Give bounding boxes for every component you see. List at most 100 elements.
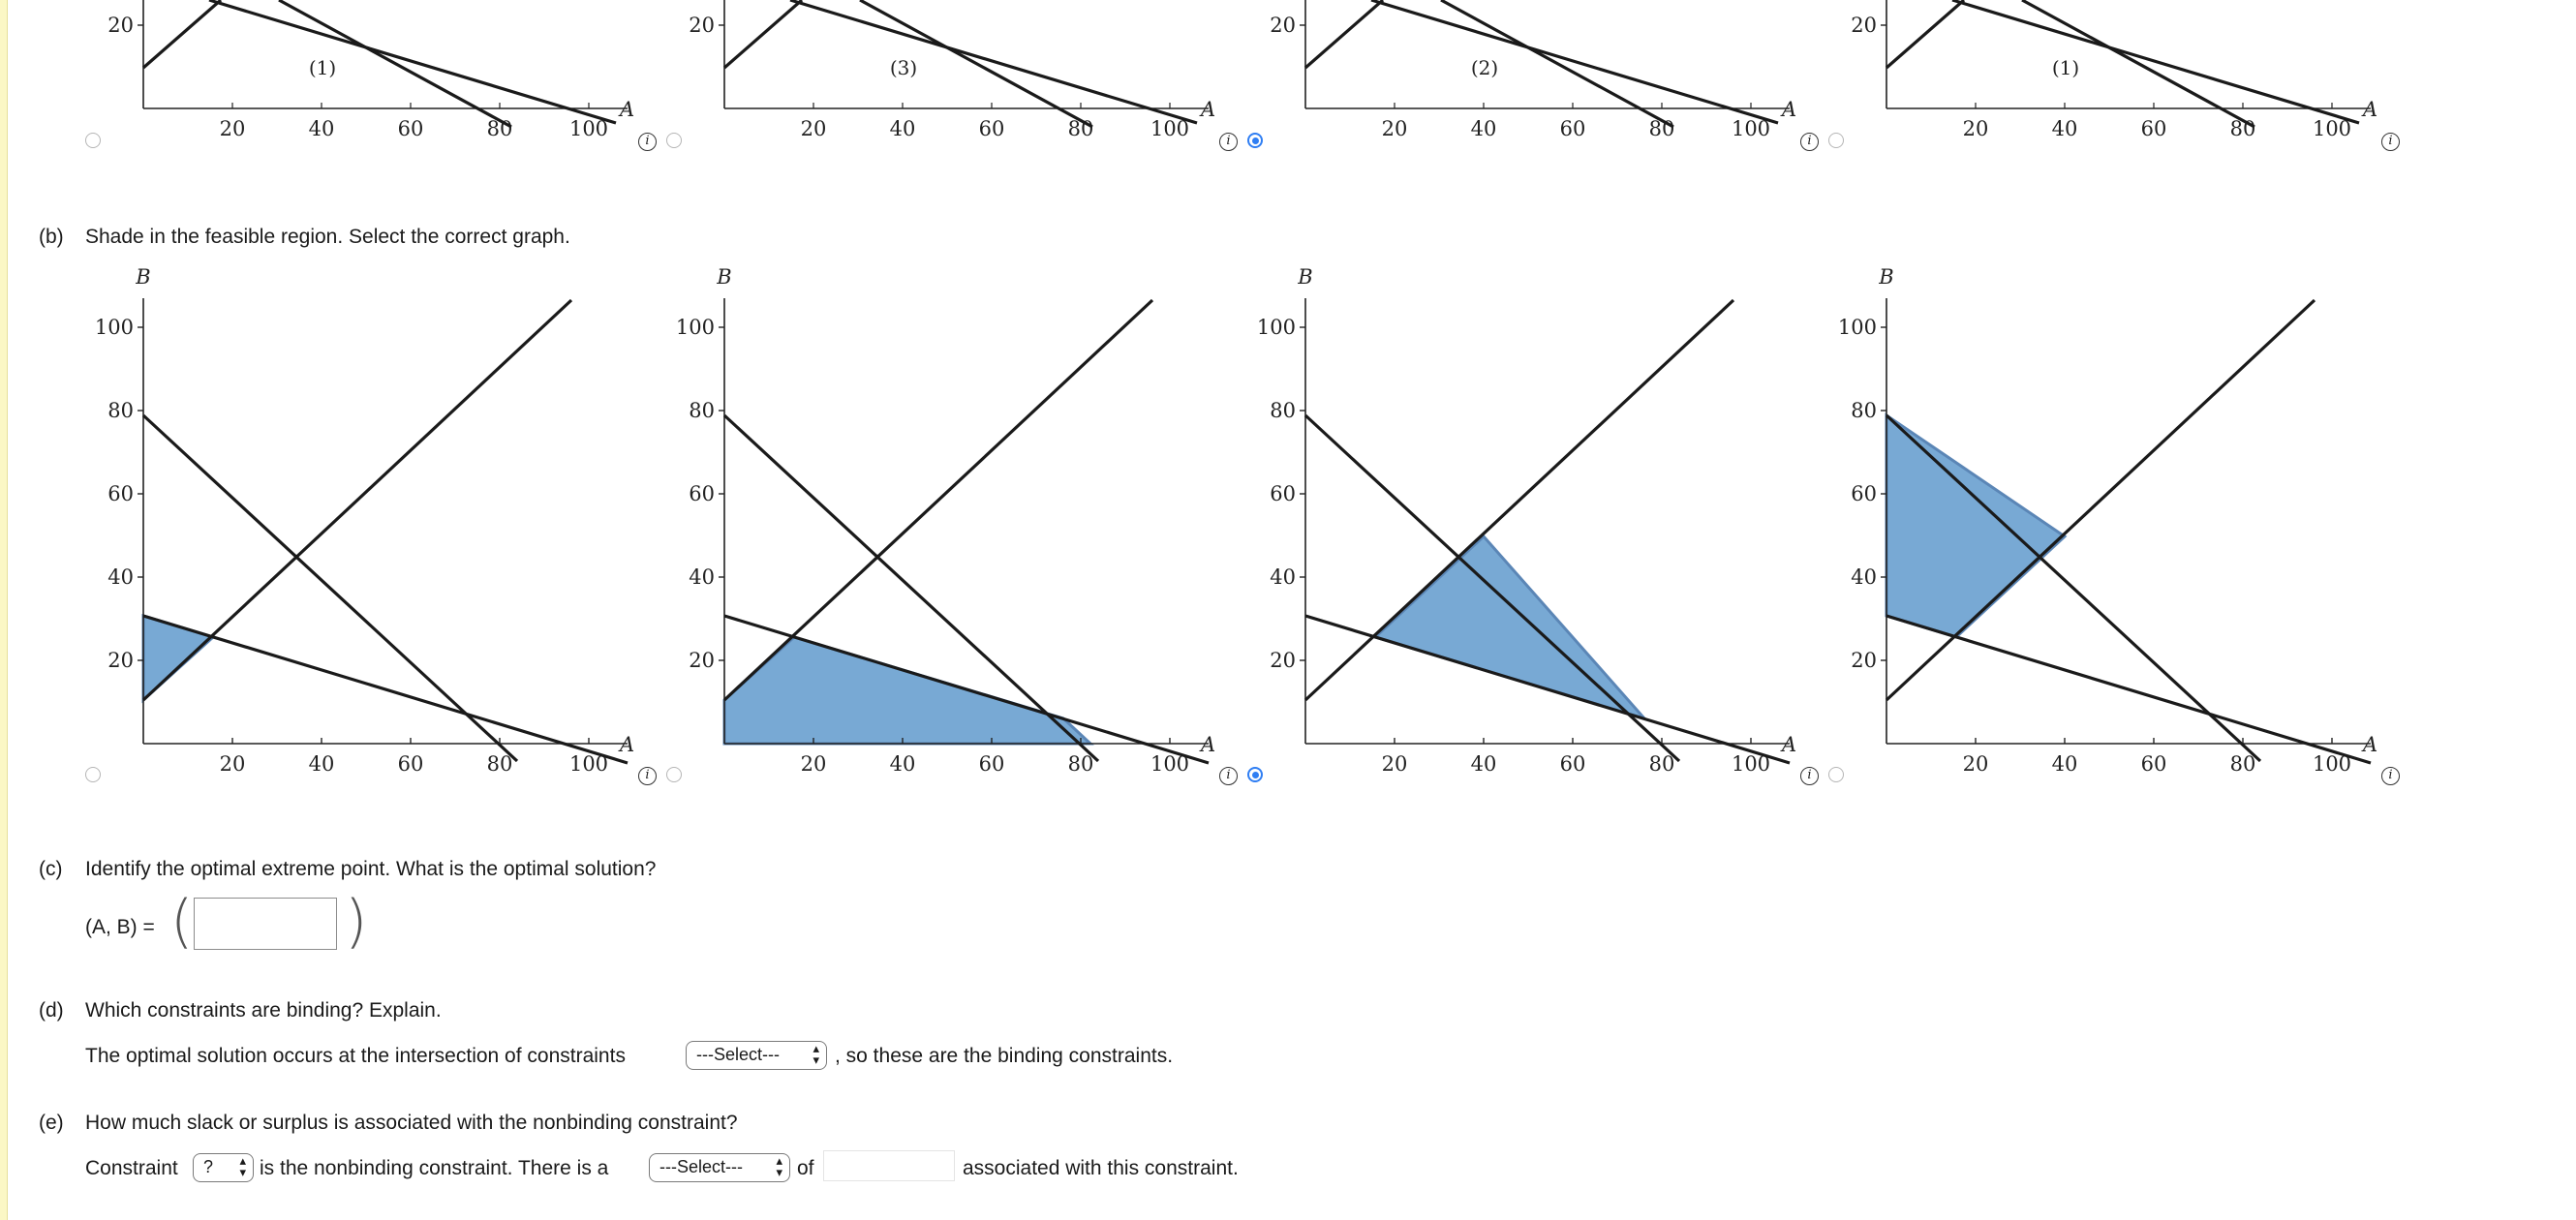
y-axis-label: B [135,265,150,289]
y-tick-label: 20 [689,649,715,672]
region-label: (1) [2052,56,2079,79]
slack-amount-input[interactable] [823,1150,955,1181]
x-axis-label: A [1780,98,1796,121]
part-a-graph-1: 20 20 40 60 80 100 A (1) [85,0,666,165]
part-b-option-3-radio[interactable] [1247,767,1263,782]
y-tick-label: 100 [95,316,134,339]
y-tick-label: 100 [676,316,715,339]
part-a-graph-4-svg: 20 20 40 60 80 100 A (1) [1851,0,2377,140]
y-tick-label: 60 [107,482,134,505]
x-tick-label: 40 [890,117,916,140]
y-tick-label: 60 [1851,482,1877,505]
constraint-word: Constraint [85,1157,178,1179]
x-tick-label: 60 [1560,117,1586,140]
info-icon[interactable]: i [2381,133,2400,151]
x-tick-label: 40 [309,117,335,140]
y-tick-label: 80 [107,399,134,422]
y-tick-label: 100 [1838,316,1877,339]
optimal-solution-input[interactable] [194,898,337,950]
part-a-option-3-radio[interactable] [1247,133,1263,148]
part-a-option-1-radio[interactable] [85,133,101,148]
y-tick-label: 40 [1270,565,1296,589]
x-axis-label: A [1780,733,1796,756]
part-b-graph-4: B 20 40 60 80 100 20 40 60 [1828,261,2409,784]
y-tick-label: 60 [1270,482,1296,505]
part-b-letter: (b) [39,226,64,248]
part-a-graph-row: 20 20 40 60 80 100 A (1) i [0,0,2576,165]
y-axis-label: B [716,265,731,289]
y-tick-label: 40 [1851,565,1877,589]
updown-arrows-icon: ▴ ▾ [813,1041,819,1067]
left-margin-bar [0,0,8,1220]
slack-surplus-select[interactable]: ---Select--- ▴ ▾ [649,1153,790,1182]
x-tick-label: 80 [487,752,513,776]
part-d-question: Which constraints are binding? Explain. [85,999,442,1022]
x-tick-label: 80 [2230,752,2256,776]
info-icon[interactable]: i [638,133,657,151]
x-axis-label: A [2361,98,2377,121]
part-d-letter: (d) [39,999,64,1022]
x-axis-label: A [1199,98,1215,121]
info-icon[interactable]: i [2381,767,2400,785]
part-a-option-4-radio[interactable] [1828,133,1844,148]
y-tick-label: 20 [107,649,134,672]
x-axis-label: A [618,98,634,121]
x-axis-label: A [2361,733,2377,756]
info-icon[interactable]: i [1800,767,1819,785]
binding-constraints-select[interactable]: ---Select--- ▴ ▾ [686,1041,827,1070]
x-axis-label: A [1199,733,1215,756]
region-label: (2) [1471,56,1498,79]
x-tick-label: 20 [1963,752,1989,776]
y-tick-label: 80 [689,399,715,422]
nonbinding-sentence-end: associated with this constraint. [963,1157,1239,1179]
nonbinding-constraint-select-value: ? [203,1157,214,1176]
slack-surplus-select-value: ---Select--- [659,1157,743,1176]
part-b-graph-row: B 20 40 60 80 100 20 40 60 [0,261,2576,804]
part-b-option-1-radio[interactable] [85,767,101,782]
x-tick-label: 60 [398,117,424,140]
part-b-option-4-radio[interactable] [1828,767,1844,782]
x-tick-label: 60 [2141,752,2167,776]
x-axis-label: A [618,733,634,756]
binding-sentence-start: The optimal solution occurs at the inter… [85,1045,626,1067]
y-tick-label: 80 [1851,399,1877,422]
part-a-graph-2: 20 20 40 60 80 100 A (3) [666,0,1247,165]
x-tick-label: 100 [2313,117,2351,140]
part-b-graph-2: B 20 40 60 80 100 20 40 60 [666,261,1247,784]
y-tick-label: 20 [689,14,715,37]
y-tick-label: 40 [107,565,134,589]
region-label: (3) [890,56,917,79]
updown-arrows-icon: ▴ ▾ [776,1153,782,1179]
info-icon[interactable]: i [1219,767,1238,785]
x-tick-label: 40 [1471,752,1497,776]
part-b-graph-1-svg: B 20 40 60 80 100 20 40 60 [95,265,634,776]
x-tick-label: 60 [979,752,1005,776]
info-icon[interactable]: i [1800,133,1819,151]
x-tick-label: 20 [801,117,827,140]
part-a-option-2-radio[interactable] [666,133,682,148]
nonbinding-constraint-select[interactable]: ? ▴ ▾ [193,1153,254,1182]
y-tick-label: 20 [1851,14,1877,37]
info-icon[interactable]: i [638,767,657,785]
part-d-heading: (d) Which constraints are binding? Explai… [39,999,442,1022]
y-tick-label: 100 [1257,316,1296,339]
binding-sentence-end: , so these are the binding constraints. [835,1045,1174,1067]
part-b-graph-3: B 20 40 60 80 100 20 40 60 [1247,261,1828,784]
x-tick-label: 20 [1382,752,1408,776]
part-a-graph-2-svg: 20 20 40 60 80 100 A (3) [689,0,1215,140]
part-a-graph-3-svg: 20 20 40 60 80 100 A (2) [1270,0,1796,140]
part-a-graph-4: 20 20 40 60 80 100 A (1) [1828,0,2409,165]
part-e-heading: (e) How much slack or surplus is associat… [39,1112,738,1135]
x-tick-label: 40 [2052,752,2078,776]
region-label: (1) [309,56,336,79]
x-tick-label: 40 [309,752,335,776]
info-icon[interactable]: i [1219,133,1238,151]
part-a-graph-3: 20 20 40 60 80 100 A (2) [1247,0,1828,165]
part-c-heading: (c) Identify the optimal extreme point. W… [39,858,656,881]
x-tick-label: 20 [1963,117,1989,140]
y-tick-label: 20 [1851,649,1877,672]
y-tick-label: 40 [689,565,715,589]
right-paren: ) [345,888,368,956]
part-b-option-2-radio[interactable] [666,767,682,782]
x-tick-label: 40 [2052,117,2078,140]
